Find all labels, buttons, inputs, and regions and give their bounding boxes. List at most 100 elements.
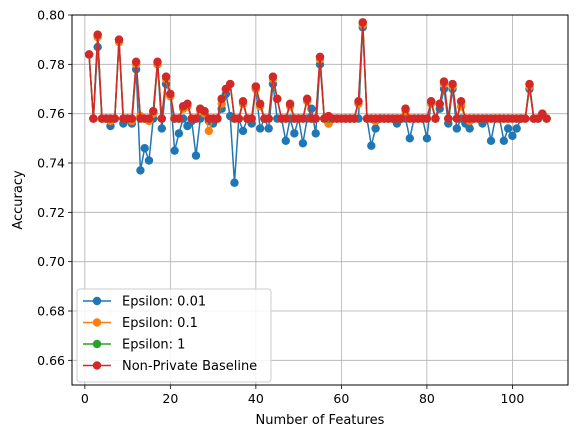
data-point	[226, 79, 235, 89]
data-point	[238, 126, 248, 136]
data-point	[422, 114, 432, 123]
data-point	[234, 114, 243, 123]
legend-item: Epsilon: 0.1	[83, 316, 198, 331]
legend-label: Non-Private Baseline	[122, 359, 257, 374]
y-tick-label: 0.76	[37, 106, 65, 121]
data-point	[405, 134, 414, 143]
data-point	[255, 124, 265, 133]
data-point	[251, 82, 261, 91]
data-point	[268, 72, 278, 81]
data-point	[166, 89, 175, 99]
series-4	[84, 18, 551, 123]
data-point	[302, 94, 312, 104]
data-point	[448, 79, 457, 89]
data-point	[191, 151, 201, 160]
legend: Epsilon: 0.01 Epsilon: 0.1 Epsilon: 1 Non-P…	[76, 288, 272, 383]
legend-swatch-marker	[92, 296, 102, 306]
x-tick-label: 100	[500, 391, 524, 406]
data-point	[486, 136, 496, 145]
data-point	[311, 114, 320, 123]
data-point	[452, 114, 462, 123]
legend-label: Epsilon: 1	[122, 338, 185, 353]
data-point	[204, 126, 214, 136]
data-point	[140, 144, 149, 153]
data-point	[93, 30, 102, 39]
data-point	[161, 72, 171, 81]
data-point	[315, 52, 325, 62]
y-tick-label: 0.78	[37, 57, 65, 72]
data-point	[144, 156, 154, 165]
data-point	[456, 97, 466, 106]
data-point	[149, 107, 158, 116]
data-point	[238, 97, 248, 106]
data-point	[213, 114, 222, 123]
x-tick-label: 0	[81, 391, 89, 406]
y-axis-label: Accuracy	[11, 170, 26, 230]
data-point	[144, 114, 154, 123]
data-point	[431, 114, 440, 123]
series-lines	[84, 18, 551, 187]
series-line	[88, 27, 548, 183]
data-point	[508, 131, 517, 141]
x-tick-label: 40	[248, 391, 264, 406]
data-point	[452, 124, 462, 133]
data-point	[170, 146, 179, 155]
data-point	[157, 124, 166, 133]
data-point	[157, 114, 166, 123]
data-point	[281, 114, 290, 123]
axis-ticks: 0 20 40 60 80 100 0.66 0.68 0.70 0.72 0.74 0.76 0.78…	[37, 8, 524, 407]
data-point	[200, 107, 209, 116]
series-1	[84, 23, 551, 187]
data-point	[367, 141, 376, 150]
data-point	[273, 94, 282, 104]
data-point	[439, 77, 449, 86]
data-point	[298, 139, 308, 148]
data-point	[401, 104, 410, 113]
y-tick-label: 0.66	[37, 353, 65, 368]
data-point	[247, 114, 256, 123]
data-point	[264, 124, 273, 133]
data-point	[153, 57, 162, 67]
data-point	[311, 129, 320, 138]
data-point	[290, 129, 299, 138]
data-point	[350, 114, 359, 123]
data-point	[255, 99, 265, 109]
legend-swatch-marker	[92, 339, 102, 349]
data-point	[285, 99, 295, 109]
y-tick-label: 0.70	[37, 254, 65, 269]
data-point	[131, 57, 141, 67]
legend-item: Epsilon: 1	[83, 338, 185, 353]
data-point	[435, 99, 444, 109]
y-tick-label: 0.72	[37, 205, 65, 220]
x-tick-label: 80	[419, 391, 435, 406]
data-point	[499, 136, 509, 145]
x-axis-label: Number of Features	[256, 413, 385, 428]
x-tick-label: 60	[333, 391, 349, 406]
data-point	[230, 178, 239, 187]
data-point	[136, 166, 145, 175]
data-point	[281, 136, 290, 145]
data-point	[397, 114, 406, 123]
legend-label: Epsilon: 0.01	[122, 295, 206, 310]
data-point	[217, 94, 226, 104]
data-point	[465, 124, 474, 133]
legend-item: Epsilon: 0.01	[83, 295, 206, 310]
data-point	[174, 129, 184, 138]
legend-label: Epsilon: 0.1	[122, 316, 198, 331]
data-point	[521, 114, 530, 123]
data-point	[110, 114, 119, 123]
x-tick-label: 20	[162, 391, 178, 406]
data-point	[503, 124, 513, 133]
data-point	[354, 97, 363, 106]
data-point	[542, 114, 551, 123]
data-point	[298, 114, 308, 123]
data-point	[426, 97, 436, 106]
data-point	[371, 124, 380, 133]
data-point	[191, 114, 201, 123]
data-point	[89, 114, 98, 123]
data-point	[183, 99, 192, 109]
legend-swatch-marker	[92, 361, 102, 370]
y-tick-label: 0.68	[37, 304, 65, 319]
data-point	[358, 18, 367, 27]
